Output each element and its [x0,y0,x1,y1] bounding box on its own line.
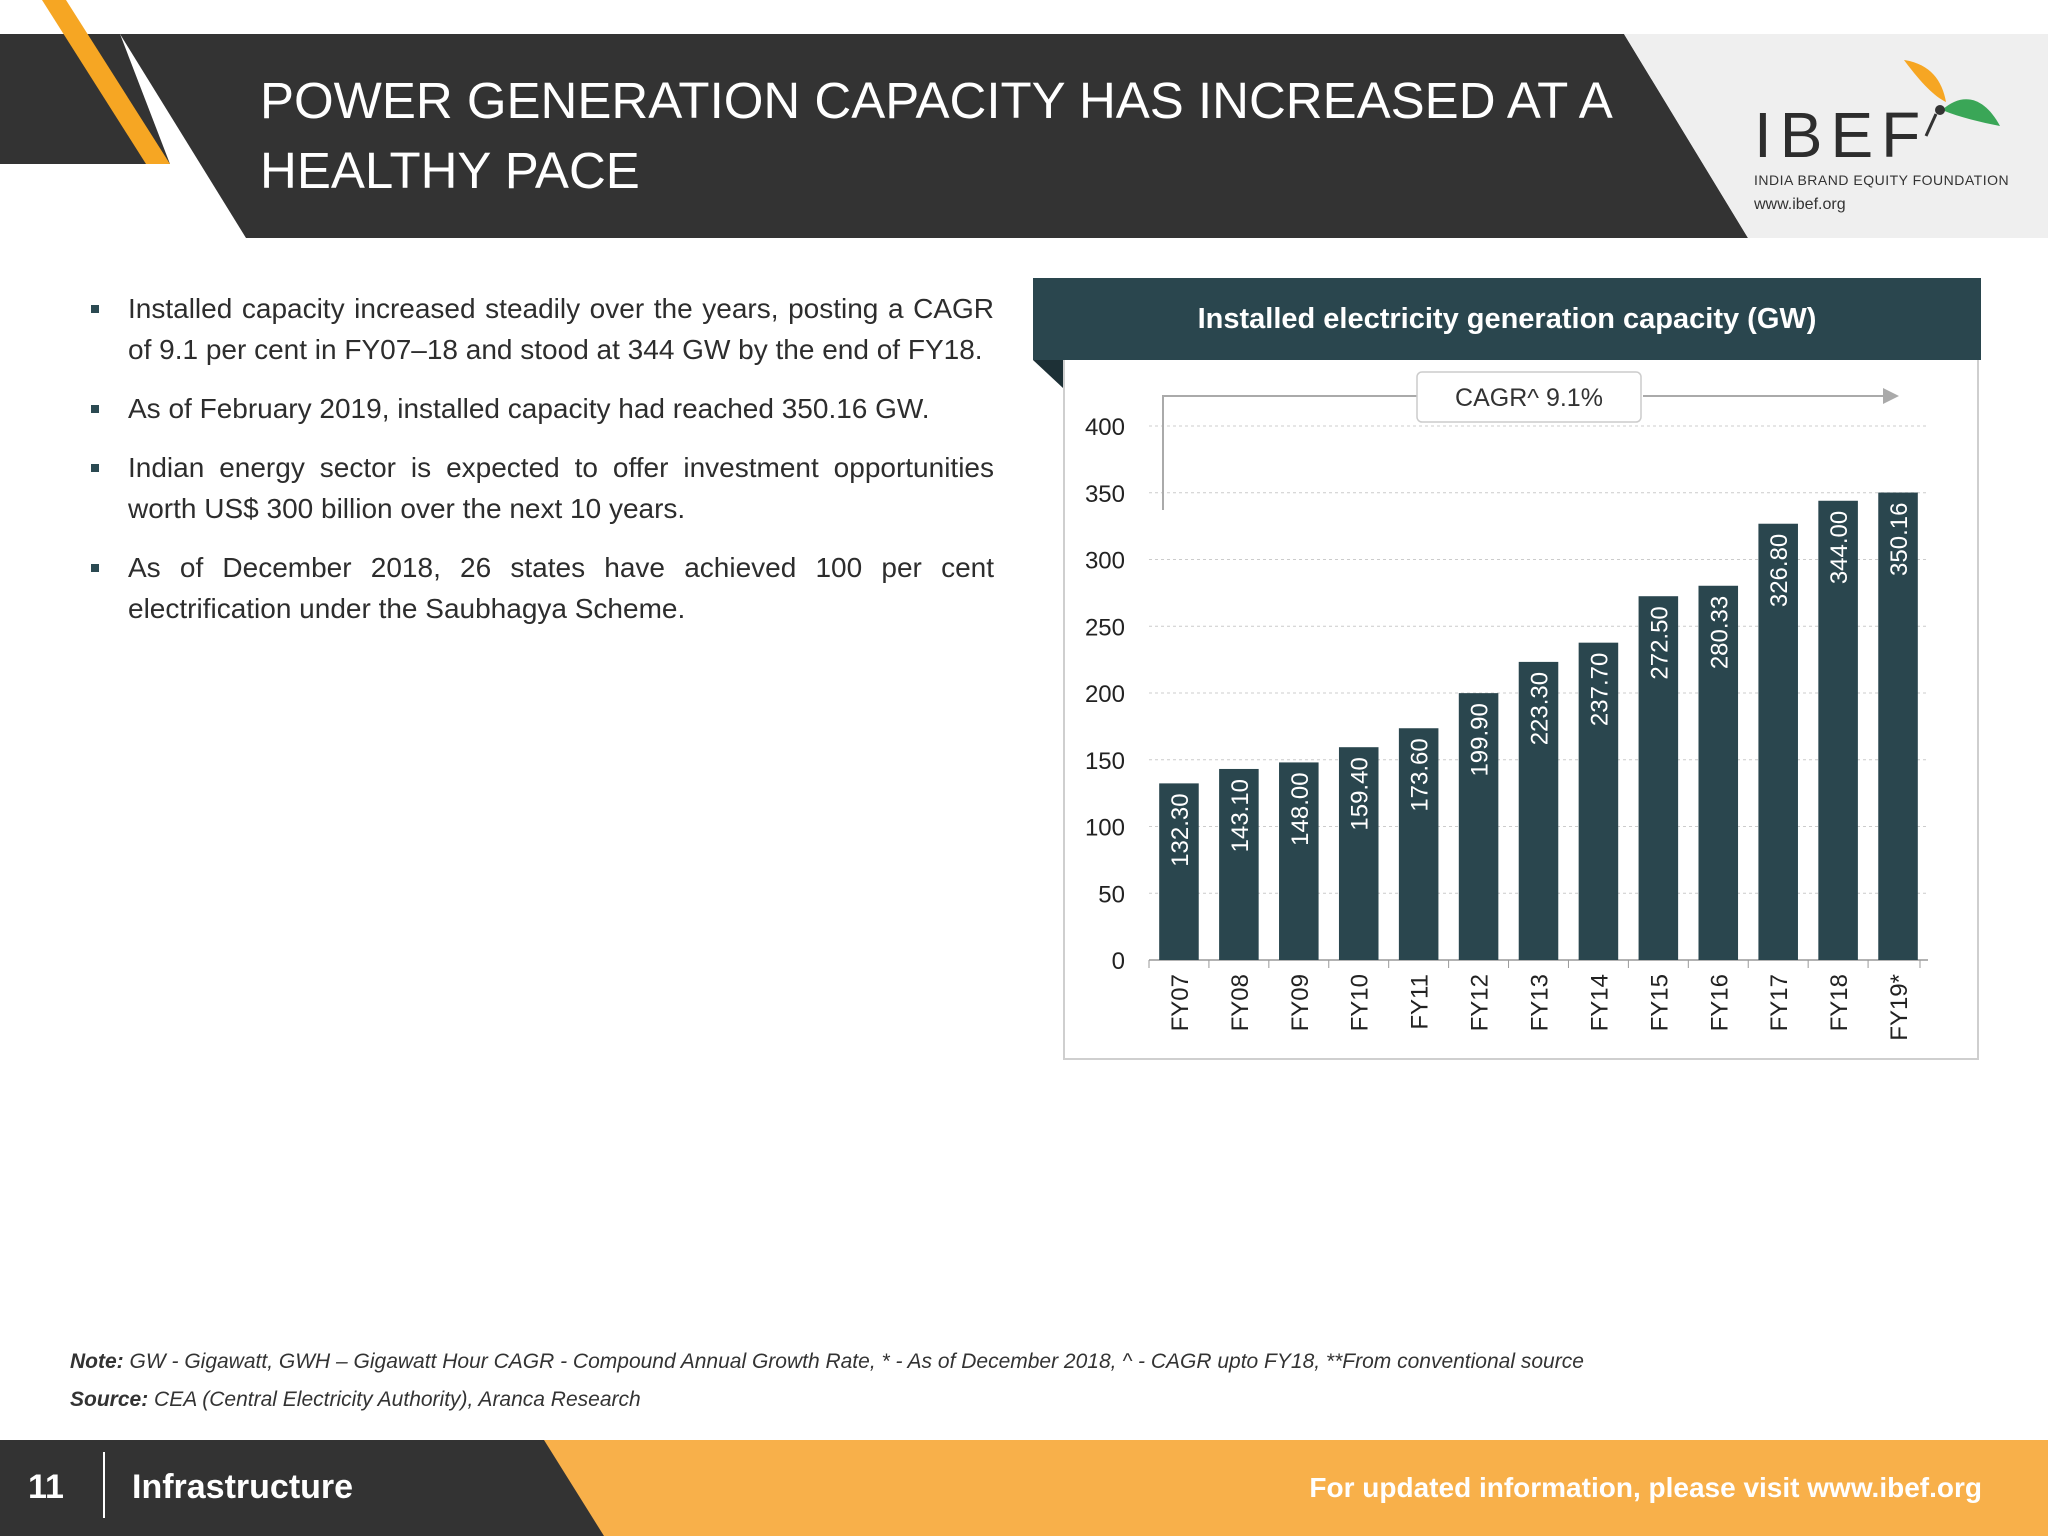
bullet-marker [91,464,99,472]
bullet-marker [91,564,99,572]
bar-value-label: 148.00 [1287,772,1314,845]
bullet-marker [91,405,99,413]
y-tick-label: 200 [1085,681,1125,708]
chart-header-fold [1033,360,1063,388]
bar [1578,642,1619,960]
bullet-marker [91,305,99,313]
y-tick-label: 50 [1098,881,1125,908]
chart-title: Installed electricity generation capacit… [1197,303,1817,335]
bullet-text: As of February 2019, installed capacity … [128,393,930,424]
bar [1159,783,1199,960]
bar [1638,596,1679,960]
bar-value-label: 143.10 [1227,779,1254,852]
x-tick-label: FY12 [1467,974,1494,1031]
bar [1878,492,1918,960]
bar-value-label: 326.80 [1766,534,1793,607]
source-line: Source: CEA (Central Electricity Authori… [70,1388,641,1412]
bullet-text: Indian energy sector is expected to offe… [128,452,994,524]
footer-dark-block [0,1440,604,1536]
bar-value-label: 280.33 [1706,596,1733,669]
bar [1818,500,1858,960]
y-tick-label: 150 [1085,748,1125,775]
bullet-item: As of December 2018, 26 states have achi… [88,547,994,629]
x-tick-label: FY11 [1407,974,1434,1030]
footer-divider [103,1452,105,1518]
chart-header-bar [1033,278,1981,360]
bar [1279,762,1319,960]
bullet-list: Installed capacity increased steadily ov… [88,288,994,647]
x-tick-label: FY16 [1706,974,1733,1031]
bullet-item: Indian energy sector is expected to offe… [88,447,994,529]
logo-wordmark: IBEF [1754,99,1929,171]
note-line: Note: GW - Gigawatt, GWH – Gigawatt Hour… [70,1350,1584,1374]
header-logo-panel [1624,34,2048,238]
y-tick-label: 250 [1085,614,1125,641]
x-tick-label: FY13 [1527,974,1554,1031]
source-text: CEA (Central Electricity Authority), Ara… [148,1388,641,1411]
bullet-text: As of December 2018, 26 states have achi… [128,552,994,624]
cagr-arrowhead [1883,388,1899,404]
bar-value-label: 272.50 [1646,606,1673,679]
bar [1219,768,1259,960]
y-tick-label: 100 [1085,815,1125,842]
bullet-item: Installed capacity increased steadily ov… [88,288,994,370]
bar [1758,523,1798,960]
cagr-label-box [1416,371,1642,423]
note-label: Note: [70,1350,124,1373]
source-label: Source: [70,1388,149,1411]
bird-icon [1904,60,2000,137]
y-tick-label: 0 [1112,948,1125,975]
bullet-text: Installed capacity increased steadily ov… [128,293,994,365]
page-title: POWER GENERATION CAPACITY HAS INCREASED … [260,72,1610,199]
x-tick-label: FY07 [1167,974,1194,1031]
bar [1398,728,1439,960]
cagr-arrow-left [1162,395,1423,510]
x-tick-label: FY17 [1766,974,1793,1031]
footer-bar [0,1440,2048,1536]
x-tick-label: FY19* [1886,974,1913,1041]
logo-subtitle: INDIA BRAND EQUITY FOUNDATION [1754,172,2010,188]
x-tick-label: FY14 [1586,974,1613,1031]
visit-link[interactable]: For updated information, please visit ww… [1309,1472,1982,1503]
y-tick-label: 400 [1085,414,1125,441]
x-tick-label: FY10 [1347,974,1374,1031]
header-accent-stripe [42,0,170,164]
bar-value-label: 350.16 [1886,503,1913,576]
ibef-logo: IBEF INDIA BRAND EQUITY FOUNDATION www.i… [1752,50,2032,230]
bar [1698,585,1739,960]
bar-value-label: 199.90 [1467,703,1494,776]
bar [1458,693,1499,960]
x-tick-label: FY09 [1287,974,1314,1031]
bar [1338,747,1379,960]
note-text: GW - Gigawatt, GWH – Gigawatt Hour CAGR … [123,1350,1584,1373]
bar-value-label: 159.40 [1347,757,1374,830]
header-title-bar [120,34,1748,238]
bar-value-label: 173.60 [1407,738,1434,811]
page-number: 11 [28,1468,64,1506]
x-tick-label: FY18 [1826,974,1853,1031]
bar-value-label: 344.00 [1826,511,1853,584]
bar [1518,661,1559,960]
bullet-item: As of February 2019, installed capacity … [88,388,994,429]
bar-value-label: 132.30 [1167,793,1194,866]
bar-chart: 0 50 100 150 200 250 300 350 400 132.30 FY07 143.10… [1085,371,1928,1041]
x-tick-label: FY15 [1646,974,1673,1031]
x-tick-label: FY08 [1227,974,1254,1031]
logo-url: www.ibef.org [1754,196,1846,213]
bar-value-label: 237.70 [1586,653,1613,726]
y-tick-label: 350 [1085,481,1125,508]
header-banner [0,0,2048,238]
section-name: Infrastructure [132,1468,354,1506]
y-tick-label: 300 [1085,548,1125,575]
bar-value-label: 223.30 [1527,672,1554,745]
cagr-label: CAGR^ 9.1% [1455,384,1603,412]
